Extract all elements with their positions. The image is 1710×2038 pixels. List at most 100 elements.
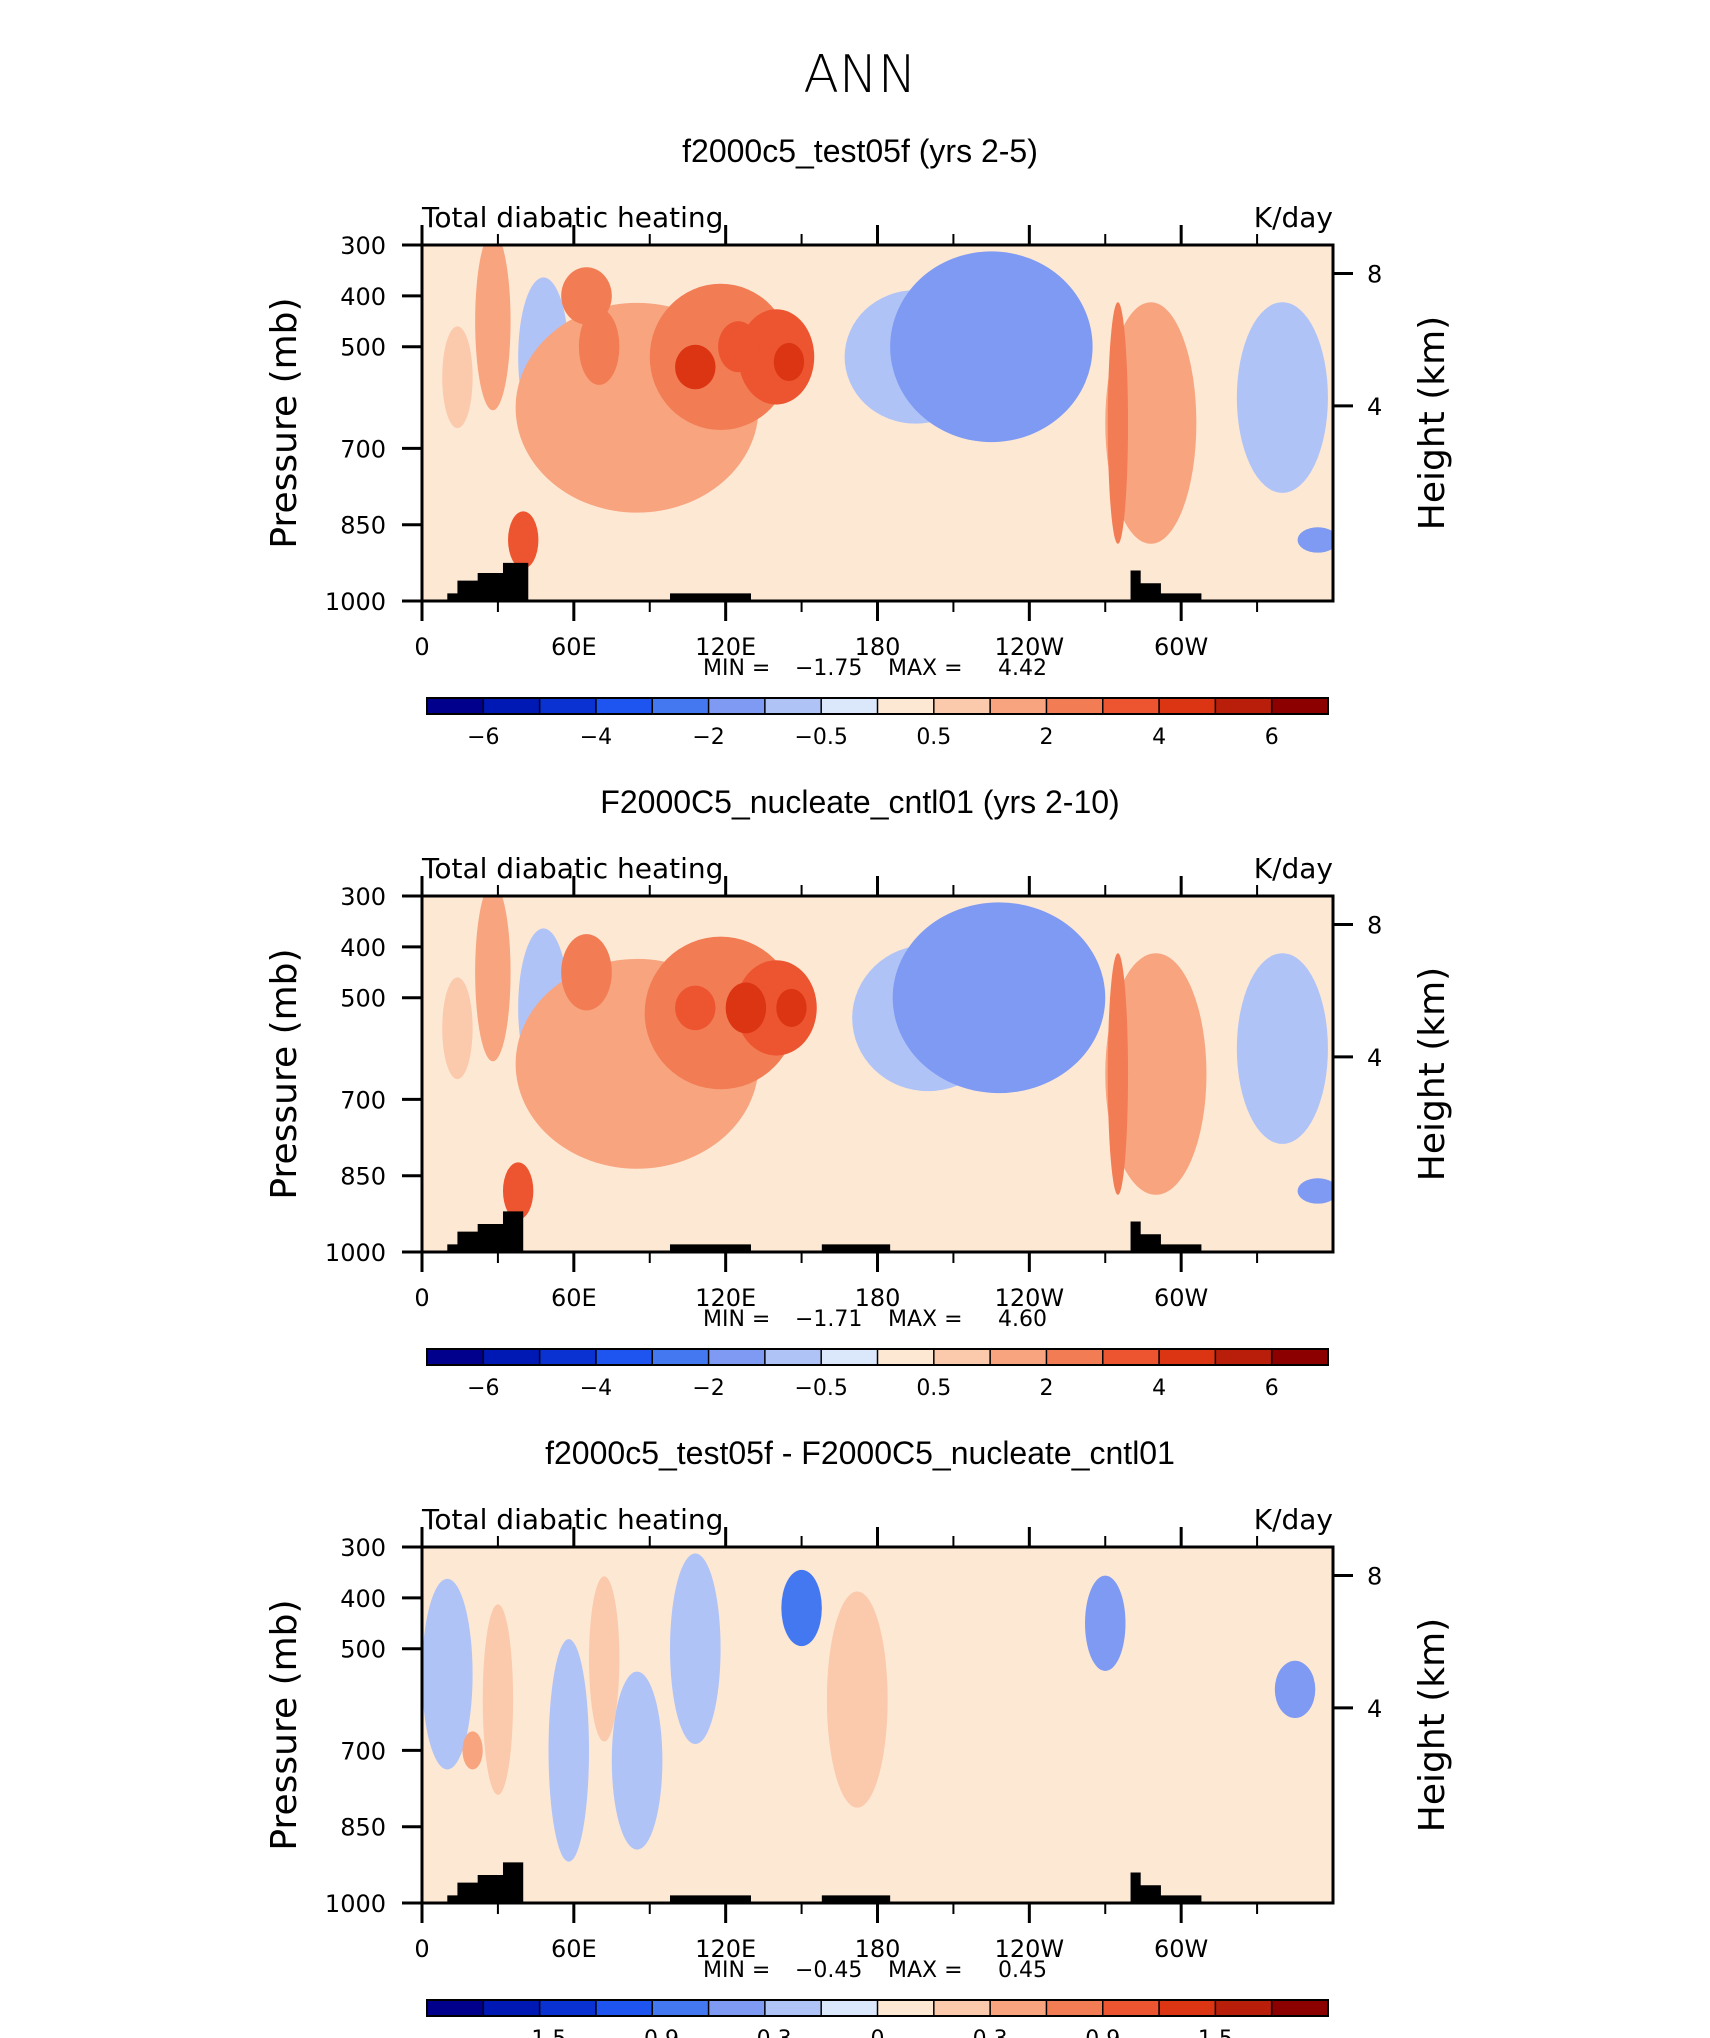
contour-region bbox=[1236, 953, 1328, 1144]
y-tick-label: 700 bbox=[340, 435, 386, 463]
colorbar-tick-label: −0.9 bbox=[626, 2027, 679, 2038]
colorbar-tick-label: 2 bbox=[1039, 1376, 1053, 1401]
contour-region bbox=[462, 1731, 483, 1770]
y2-tick-label: 4 bbox=[1367, 1695, 1382, 1723]
colorbar-swatch bbox=[1215, 1349, 1273, 1365]
panel-title: f2000c5_test05f (yrs 2-5) bbox=[682, 133, 1038, 169]
y-axis-label: Pressure (mb) bbox=[264, 297, 305, 548]
y-tick-label: 500 bbox=[340, 1636, 386, 1664]
contour-region bbox=[773, 342, 805, 382]
colorbar-tick-label: 0.9 bbox=[1085, 2027, 1120, 2038]
y-tick-label: 1000 bbox=[325, 1890, 386, 1918]
contour-region bbox=[776, 988, 807, 1027]
contour-region bbox=[611, 1671, 663, 1850]
y-tick-label: 500 bbox=[340, 985, 386, 1013]
colorbar-tick-label: −2 bbox=[692, 1376, 724, 1401]
colorbar-swatch bbox=[1215, 2000, 1273, 2016]
y-tick-label: 300 bbox=[340, 232, 386, 260]
x-tick-label: 60W bbox=[1154, 1935, 1208, 1963]
contour-region bbox=[1297, 527, 1333, 553]
colorbar-swatch bbox=[595, 2000, 653, 2016]
colorbar-swatch bbox=[483, 2000, 541, 2016]
colorbar-frame bbox=[426, 697, 1329, 715]
colorbar-swatch bbox=[1271, 2000, 1329, 2016]
contour-field bbox=[422, 1547, 1333, 1903]
colorbar-tick-label: 6 bbox=[1265, 725, 1279, 750]
y-tick-label: 300 bbox=[340, 1534, 386, 1562]
contour-region bbox=[548, 1639, 590, 1862]
colorbar-swatch bbox=[708, 2000, 766, 2016]
panel-title: f2000c5_test05f - F2000C5_nucleate_cntl0… bbox=[545, 1435, 1175, 1471]
colorbar-swatch bbox=[1102, 1349, 1160, 1365]
colorbar-swatch bbox=[708, 1349, 766, 1365]
topography-mask bbox=[447, 562, 1202, 601]
contour-region bbox=[502, 1162, 534, 1220]
colorbar-swatch bbox=[427, 1349, 484, 1365]
field-label: Total diabatic heating bbox=[421, 201, 723, 234]
y-tick-label: 850 bbox=[340, 1163, 386, 1191]
x-tick-label: 60W bbox=[1154, 633, 1208, 661]
x-tick-label: 120W bbox=[995, 1284, 1065, 1312]
x-tick-label: 60E bbox=[551, 1935, 597, 1963]
colorbar-swatch bbox=[595, 698, 653, 714]
colorbar-swatch bbox=[708, 698, 766, 714]
contour-region bbox=[589, 1576, 620, 1742]
colorbar-swatch bbox=[652, 1349, 710, 1365]
y-tick-label: 400 bbox=[340, 1585, 386, 1613]
x-tick-label: 0 bbox=[414, 633, 429, 661]
panel-1: f2000c5_test05f (yrs 2-5) Total diabatic … bbox=[264, 133, 1453, 750]
contour-region bbox=[935, 298, 1048, 375]
x-tick-label: 120W bbox=[995, 633, 1065, 661]
colorbar-tick-label: 2 bbox=[1039, 725, 1053, 750]
x-tick-label: 60W bbox=[1154, 1284, 1208, 1312]
y-tick-label: 1000 bbox=[325, 1239, 386, 1267]
colorbar-tick-label: −6 bbox=[467, 725, 499, 750]
field-label: Total diabatic heating bbox=[421, 1503, 723, 1536]
contour-region bbox=[735, 960, 817, 1056]
colorbar-tick-label: 0.5 bbox=[916, 725, 951, 750]
y-tick-label: 850 bbox=[340, 1814, 386, 1842]
colorbar-swatch bbox=[933, 1349, 991, 1365]
contour-region bbox=[578, 308, 620, 385]
colorbar-swatch bbox=[1271, 1349, 1329, 1365]
x-tick-label: 120E bbox=[695, 633, 756, 661]
colorbar-swatch bbox=[1159, 698, 1216, 714]
y2-axis-label: Height (km) bbox=[1412, 1618, 1453, 1832]
contour-region bbox=[442, 977, 473, 1080]
min-label: MIN = bbox=[703, 656, 770, 681]
min-value: −0.45 bbox=[795, 1958, 862, 1983]
colorbar-swatch bbox=[877, 698, 935, 714]
x-tick-label: 0 bbox=[414, 1935, 429, 1963]
topography-mask bbox=[447, 1862, 1202, 1903]
colorbar-swatch bbox=[877, 2000, 935, 2016]
contour-region bbox=[482, 1604, 514, 1795]
contour-region bbox=[725, 982, 767, 1034]
y-axis-label: Pressure (mb) bbox=[264, 1599, 305, 1850]
y2-tick-label: 8 bbox=[1367, 911, 1382, 939]
colorbar-swatch bbox=[1046, 1349, 1104, 1365]
units-label: K/day bbox=[1254, 201, 1333, 234]
max-label: MAX = bbox=[888, 1958, 963, 1983]
max-label: MAX = bbox=[888, 1307, 963, 1332]
colorbar-swatch bbox=[595, 1349, 653, 1365]
contour-region bbox=[1105, 302, 1197, 544]
y2-tick-label: 4 bbox=[1367, 1044, 1382, 1072]
colorbar-swatch bbox=[764, 1349, 822, 1365]
contour-region bbox=[826, 1591, 888, 1808]
x-tick-label: 120E bbox=[695, 1284, 756, 1312]
y-axis-label: Pressure (mb) bbox=[264, 948, 305, 1199]
contour-region bbox=[1107, 953, 1129, 1195]
colorbar-swatch bbox=[539, 1349, 597, 1365]
colorbar-swatch bbox=[764, 698, 822, 714]
colorbar-swatch bbox=[483, 698, 541, 714]
colorbar-tick-label: 0.3 bbox=[973, 2027, 1008, 2038]
units-label: K/day bbox=[1254, 1503, 1333, 1536]
colorbar-swatch bbox=[990, 698, 1047, 714]
panel-2: F2000C5_nucleate_cntl01 (yrs 2-10) Total … bbox=[264, 784, 1453, 1401]
colorbar-swatch bbox=[539, 2000, 597, 2016]
y-tick-label: 300 bbox=[340, 883, 386, 911]
contour-region bbox=[1274, 1660, 1316, 1719]
colorbar-swatch bbox=[933, 698, 991, 714]
colorbar-tick-label: 1.5 bbox=[1198, 2027, 1233, 2038]
colorbar-swatch bbox=[821, 2000, 878, 2016]
